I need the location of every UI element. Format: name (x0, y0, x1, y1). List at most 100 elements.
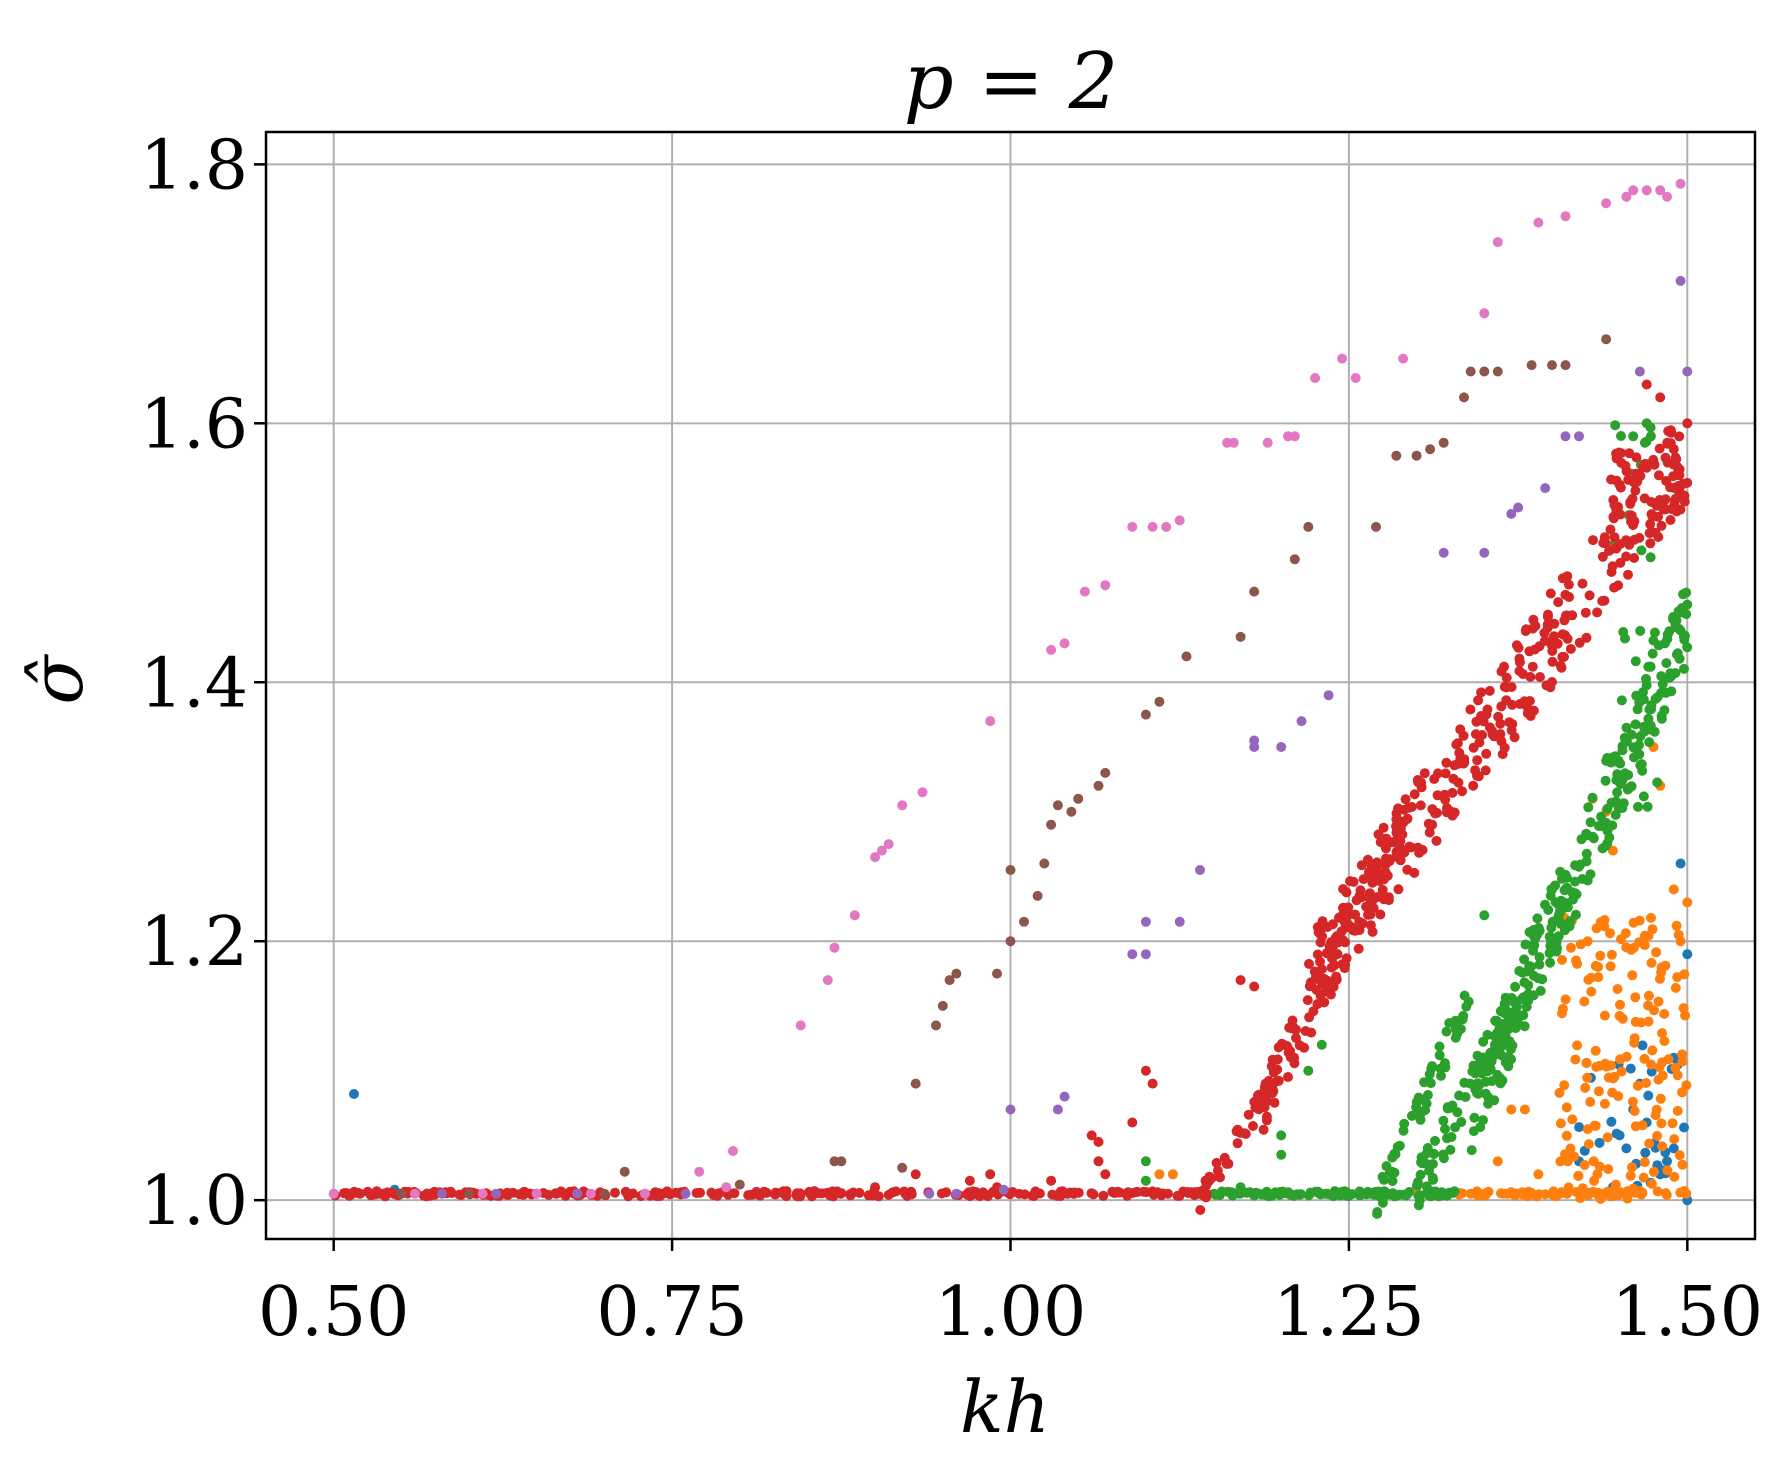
data-point-series-3 (1098, 1190, 1109, 1201)
data-point-series-2 (1679, 663, 1689, 674)
data-point-series-3 (1629, 553, 1640, 563)
data-point-series-2 (1424, 1069, 1435, 1080)
data-point-series-1 (1679, 1186, 1690, 1196)
data-point-series-2 (1372, 1208, 1383, 1219)
y-tick-label: 1.2 (140, 903, 248, 982)
data-point-series-1 (1546, 1189, 1557, 1199)
data-point-series-2 (1656, 671, 1667, 682)
data-point-series-3 (1447, 810, 1458, 821)
data-point-series-5 (1411, 450, 1422, 461)
data-point-series-3 (1337, 934, 1348, 945)
data-point-series-6 (1662, 191, 1672, 202)
data-point-series-3 (1365, 920, 1376, 931)
data-point-series-1 (1674, 1150, 1685, 1161)
data-point-series-5 (951, 968, 962, 979)
data-point-series-3 (1613, 580, 1624, 591)
data-point-series-1 (1672, 1105, 1683, 1116)
data-point-series-3 (906, 1189, 917, 1200)
data-point-series-1 (1677, 1056, 1688, 1067)
data-point-series-2 (1647, 648, 1658, 659)
data-point-series-0 (1675, 858, 1686, 869)
data-point-series-1 (1644, 1138, 1655, 1149)
data-point-series-2 (1555, 866, 1566, 877)
data-point-series-5 (1235, 631, 1246, 642)
data-point-series-4 (1276, 742, 1287, 752)
data-point-series-2 (1559, 925, 1570, 936)
y-tick-label: 1.8 (140, 126, 248, 205)
data-point-series-3 (1562, 633, 1573, 644)
data-point-series-3 (1611, 475, 1622, 486)
data-point-series-3 (1331, 971, 1342, 982)
data-point-series-3 (1315, 956, 1325, 967)
data-point-series-2 (1377, 1197, 1388, 1208)
data-point-series-3 (1339, 917, 1350, 927)
data-point-series-3 (1336, 926, 1347, 937)
data-point-series-1 (1677, 1087, 1688, 1098)
data-point-series-5 (1249, 586, 1260, 597)
data-point-series-2 (1422, 1090, 1433, 1100)
data-point-series-2 (1413, 1200, 1424, 1211)
data-point-series-3 (622, 1188, 633, 1199)
data-point-series-3 (556, 1186, 566, 1197)
data-point-series-1 (1627, 970, 1638, 981)
data-point-series-1 (1636, 1017, 1646, 1028)
data-point-series-4 (1195, 865, 1205, 875)
data-point-series-3 (1427, 804, 1438, 815)
data-point-series-1 (1570, 1054, 1581, 1065)
data-point-series-3 (1560, 610, 1571, 621)
data-point-series-3 (1339, 963, 1350, 974)
data-point-series-2 (1565, 916, 1576, 927)
data-point-series-5 (599, 1188, 610, 1199)
data-point-series-1 (1572, 1040, 1583, 1051)
data-point-series-2 (1526, 961, 1537, 972)
data-point-series-4 (491, 1188, 502, 1199)
data-point-series-2 (1447, 1100, 1458, 1111)
data-point-series-0 (1637, 1040, 1648, 1051)
data-point-series-3 (941, 1187, 952, 1198)
data-point-series-3 (1615, 557, 1626, 568)
data-point-series-3 (1496, 666, 1507, 677)
data-point-series-3 (1319, 973, 1330, 984)
data-point-series-2 (1644, 737, 1655, 748)
data-point-series-3 (1674, 464, 1685, 475)
data-point-series-3 (1046, 1175, 1057, 1186)
data-point-series-1 (1561, 1102, 1572, 1113)
data-point-series-1 (1677, 1159, 1688, 1170)
data-point-series-2 (1620, 633, 1630, 644)
data-point-series-6 (985, 716, 996, 727)
x-tick-label: 1.00 (935, 1273, 1086, 1352)
data-point-series-3 (1248, 1121, 1258, 1131)
data-point-series-2 (1630, 719, 1641, 730)
data-point-series-3 (1645, 519, 1656, 530)
x-tick-label: 1.50 (1612, 1273, 1763, 1352)
data-point-series-0 (349, 1089, 359, 1099)
data-point-series-1 (1648, 1166, 1659, 1177)
data-point-series-1 (1630, 1121, 1641, 1132)
data-point-series-1 (1612, 984, 1623, 994)
data-point-series-6 (1350, 373, 1361, 383)
data-point-series-2 (1514, 966, 1525, 976)
data-point-series-6 (1289, 431, 1300, 442)
data-point-series-2 (1330, 1187, 1341, 1198)
data-point-series-3 (1474, 737, 1485, 748)
data-point-series-6 (883, 839, 894, 850)
data-point-series-2 (1438, 1153, 1449, 1164)
data-point-series-2 (1626, 729, 1637, 740)
data-point-series-2 (1222, 1186, 1233, 1197)
data-point-series-5 (1425, 444, 1436, 455)
data-point-series-4 (1127, 949, 1138, 960)
data-point-series-1 (1567, 1114, 1578, 1125)
data-point-series-3 (1560, 589, 1571, 600)
data-point-series-6 (477, 1188, 488, 1199)
data-point-series-2 (1532, 913, 1543, 924)
data-point-series-3 (1665, 482, 1676, 493)
data-point-series-2 (1276, 1130, 1287, 1141)
data-point-series-3 (1110, 1187, 1121, 1198)
data-point-series-2 (1392, 1141, 1403, 1152)
data-point-series-3 (1451, 739, 1462, 750)
data-point-series-1 (1630, 992, 1641, 1003)
x-tick-label: 0.50 (258, 1273, 409, 1352)
data-point-series-3 (1409, 867, 1420, 878)
data-point-series-1 (1562, 1156, 1573, 1167)
data-point-series-2 (1250, 1187, 1261, 1198)
